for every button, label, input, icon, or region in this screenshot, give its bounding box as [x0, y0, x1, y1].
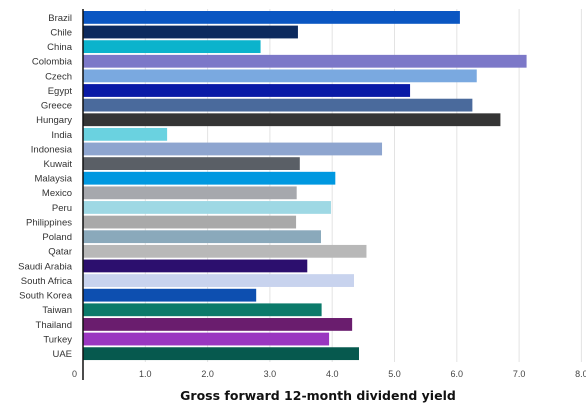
- bar-malaysia: [83, 171, 336, 185]
- bar-thailand: [83, 318, 353, 331]
- category-label: Indonesia: [31, 144, 73, 155]
- x-tick-label: 8.0: [575, 369, 586, 379]
- category-label: Turkey: [43, 334, 72, 345]
- x-tick-label: 3.0: [264, 369, 277, 379]
- category-label: South Korea: [19, 291, 73, 302]
- category-label: South Africa: [21, 276, 73, 287]
- x-tick-label: 7.0: [513, 369, 526, 379]
- bar-india: [83, 127, 168, 141]
- x-axis-title: Gross forward 12-month dividend yield: [180, 388, 456, 403]
- bar-uae: [83, 347, 359, 361]
- category-label: Thailand: [36, 320, 72, 331]
- category-label: Czech: [45, 71, 72, 82]
- category-label: India: [51, 130, 72, 141]
- category-label: Poland: [42, 232, 72, 243]
- bars: [83, 11, 527, 361]
- x-tick-label: 5.0: [388, 369, 401, 379]
- bar-mexico: [83, 186, 297, 200]
- category-label: Peru: [52, 203, 72, 214]
- bar-poland: [83, 230, 321, 244]
- bar-kuwait: [83, 157, 300, 170]
- bar-egypt: [83, 84, 411, 97]
- category-label: Mexico: [42, 188, 72, 199]
- bar-colombia: [83, 54, 527, 68]
- bar-peru: [83, 201, 331, 214]
- category-label: Colombia: [32, 57, 73, 68]
- bar-south-korea: [83, 288, 257, 302]
- bar-czech: [83, 69, 477, 83]
- category-label: Kuwait: [43, 159, 72, 170]
- grid-lines: [144, 9, 582, 362]
- category-label: Qatar: [48, 247, 72, 258]
- category-label: UAE: [52, 349, 72, 360]
- category-label: Philippines: [26, 217, 72, 228]
- bar-saudi-arabia: [83, 259, 308, 273]
- x-tick-label: 2.0: [201, 369, 214, 379]
- bar-greece: [83, 98, 473, 112]
- category-label: Malaysia: [35, 174, 73, 185]
- category-label: Saudi Arabia: [18, 261, 73, 272]
- bar-philippines: [83, 215, 297, 229]
- bar-indonesia: [83, 142, 383, 156]
- category-label: Brazil: [48, 13, 72, 24]
- bar-qatar: [83, 244, 367, 258]
- category-label: Taiwan: [42, 305, 72, 316]
- x-tick-label: 4.0: [326, 369, 339, 379]
- bar-south-africa: [83, 274, 354, 287]
- category-labels: Brazil Chile China Colombia Czech Egypt Greece…: [18, 13, 73, 360]
- category-label: Greece: [41, 101, 72, 112]
- category-label: China: [47, 42, 73, 53]
- bar-chile: [83, 25, 298, 39]
- category-label: Hungary: [36, 115, 72, 126]
- bar-china: [83, 40, 261, 54]
- category-label: Egypt: [48, 86, 73, 97]
- x-tick-label: 0: [72, 369, 77, 379]
- bar-brazil: [83, 11, 460, 24]
- x-tick-label: 6.0: [451, 369, 464, 379]
- bar-turkey: [83, 332, 330, 346]
- bar-hungary: [83, 113, 501, 127]
- x-tick-label: 1.0: [139, 369, 152, 379]
- bar-taiwan: [83, 303, 322, 317]
- x-tick-labels: 0 1.0 2.0 3.0 4.0 5.0 6.0 7.0 8.0: [72, 369, 586, 379]
- category-label: Chile: [50, 27, 72, 38]
